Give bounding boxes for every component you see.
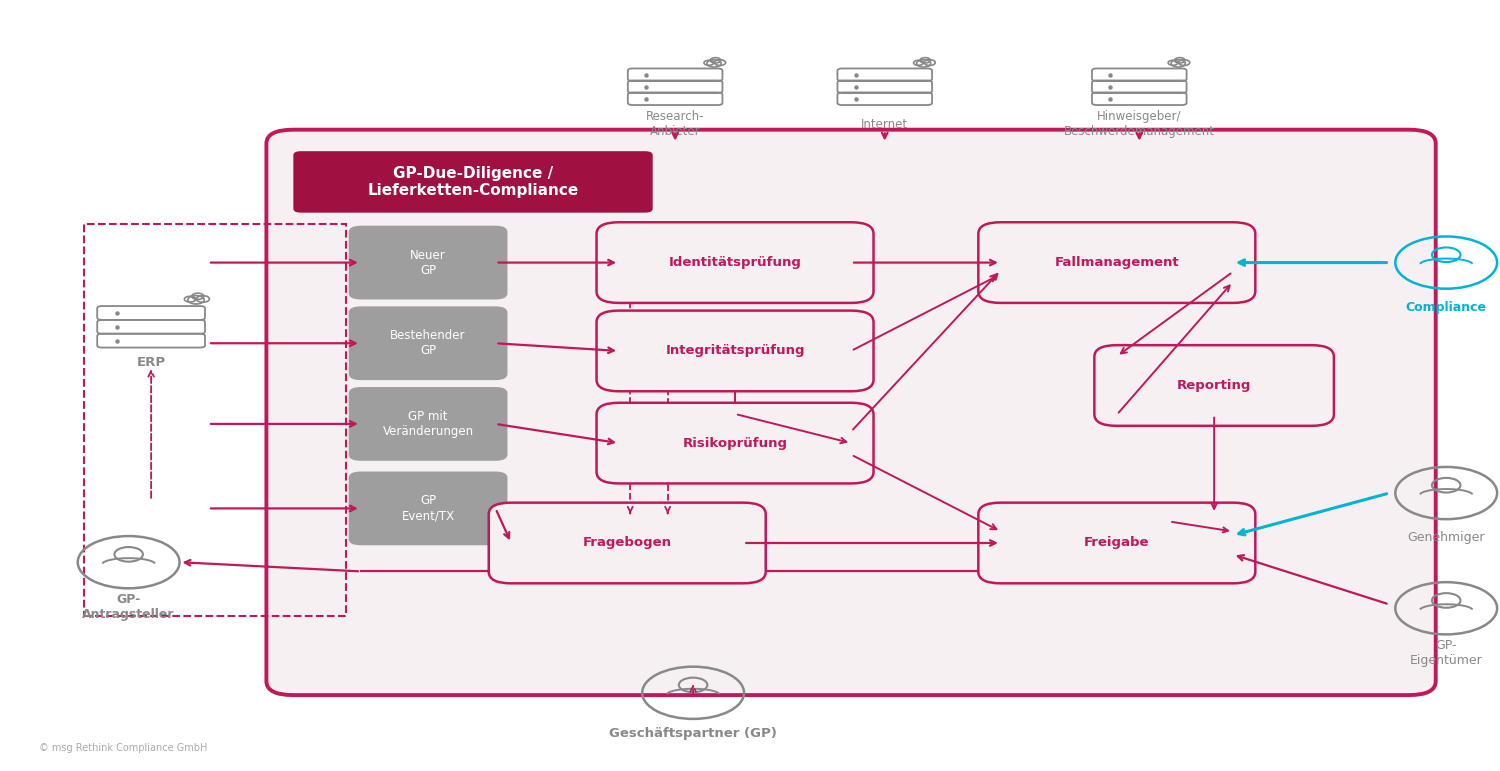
FancyBboxPatch shape xyxy=(267,130,1435,695)
FancyBboxPatch shape xyxy=(489,503,765,584)
FancyBboxPatch shape xyxy=(597,222,873,303)
Text: Fallmanagement: Fallmanagement xyxy=(1054,256,1179,269)
Text: GP-
Eigentümer: GP- Eigentümer xyxy=(1410,639,1482,667)
FancyBboxPatch shape xyxy=(978,222,1256,303)
Text: Hinweisgeber/
Beschwerdemanagement: Hinweisgeber/ Beschwerdemanagement xyxy=(1064,110,1215,138)
FancyBboxPatch shape xyxy=(1095,345,1334,426)
FancyBboxPatch shape xyxy=(597,311,873,391)
Text: Integritätsprüfung: Integritätsprüfung xyxy=(666,345,806,358)
FancyBboxPatch shape xyxy=(294,151,652,213)
Text: © msg Rethink Compliance GmbH: © msg Rethink Compliance GmbH xyxy=(39,742,207,752)
Text: Risikoprüfung: Risikoprüfung xyxy=(682,436,788,449)
Text: Compliance: Compliance xyxy=(1406,301,1486,314)
Text: Bestehender
GP: Bestehender GP xyxy=(390,329,466,357)
Text: Internet: Internet xyxy=(861,118,909,131)
Text: GP-
Antragsteller: GP- Antragsteller xyxy=(82,593,176,621)
Text: GP mit
Veränderungen: GP mit Veränderungen xyxy=(382,410,474,438)
FancyBboxPatch shape xyxy=(348,306,507,380)
Text: GP
Event/TX: GP Event/TX xyxy=(402,494,454,523)
Text: Reporting: Reporting xyxy=(1178,379,1251,392)
Text: GP-Due-Diligence /
Lieferketten-Compliance: GP-Due-Diligence / Lieferketten-Complian… xyxy=(368,166,579,198)
FancyBboxPatch shape xyxy=(348,226,507,299)
Text: Identitätsprüfung: Identitätsprüfung xyxy=(669,256,801,269)
FancyBboxPatch shape xyxy=(597,402,873,483)
FancyBboxPatch shape xyxy=(978,503,1256,584)
Text: Research-
Anbieter: Research- Anbieter xyxy=(646,110,705,138)
FancyBboxPatch shape xyxy=(348,387,507,461)
Text: ERP: ERP xyxy=(136,356,165,369)
Text: Geschäftspartner (GP): Geschäftspartner (GP) xyxy=(609,727,777,740)
Text: Fragebogen: Fragebogen xyxy=(582,537,672,550)
Text: Neuer
GP: Neuer GP xyxy=(410,248,446,277)
FancyBboxPatch shape xyxy=(348,472,507,545)
Text: Freigabe: Freigabe xyxy=(1084,537,1149,550)
Text: Genehmiger: Genehmiger xyxy=(1407,531,1485,544)
